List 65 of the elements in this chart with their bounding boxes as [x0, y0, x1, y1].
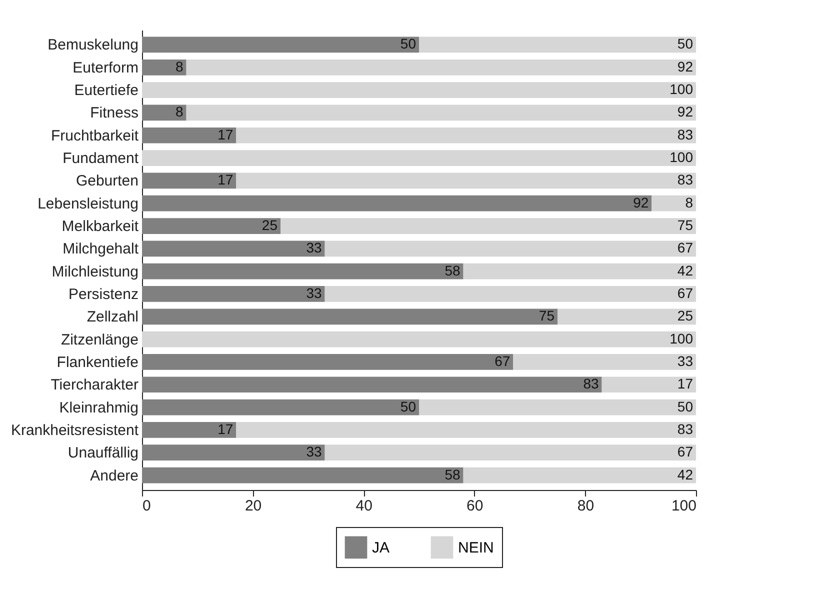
- data-label: 92: [633, 194, 649, 210]
- data-label: 50: [677, 398, 694, 414]
- x-tick-label: 80: [577, 498, 594, 514]
- data-label: 50: [400, 398, 416, 414]
- data-label: 100: [670, 149, 694, 166]
- y-tick-label: Kleinrahmig: [59, 399, 138, 416]
- x-tick-label: 20: [244, 498, 262, 514]
- data-label: 67: [494, 352, 510, 369]
- data-label: 75: [538, 308, 555, 324]
- data-label: 67: [677, 284, 694, 301]
- data-label: 58: [444, 262, 461, 278]
- data-label: 83: [677, 126, 694, 142]
- data-label: 92: [677, 58, 694, 74]
- data-label: 17: [218, 420, 234, 437]
- data-label: 33: [306, 240, 322, 256]
- data-label: 83: [677, 172, 694, 188]
- y-tick-label: Geburten: [76, 172, 138, 190]
- data-label: 50: [400, 36, 416, 52]
- y-tick-label: Bemuskelung: [48, 36, 138, 54]
- data-label: 83: [583, 376, 600, 392]
- data-label: 75: [677, 217, 694, 234]
- data-label: 25: [677, 308, 694, 324]
- data-label: 42: [677, 466, 694, 482]
- data-label: 58: [444, 466, 461, 482]
- data-label: 100: [670, 81, 694, 98]
- data-label: 17: [218, 172, 234, 188]
- y-tick-label: Zitzenlänge: [60, 331, 138, 348]
- legend-label: JA: [372, 539, 390, 556]
- y-tick-label: Persistenz: [68, 286, 138, 303]
- data-label: 33: [306, 444, 322, 460]
- data-label: 50: [677, 36, 694, 52]
- data-label: 17: [218, 126, 234, 142]
- data-label: 42: [677, 262, 694, 278]
- legend-label: NEIN: [458, 539, 494, 556]
- data-label: 92: [677, 104, 694, 120]
- y-tick-label: Euterform: [72, 59, 138, 76]
- y-tick-label: Unauffällig: [68, 444, 138, 462]
- y-tick-label: Melkbarkeit: [62, 218, 140, 236]
- y-tick-label: Andere: [90, 467, 138, 484]
- y-tick-label: Eutertiefe: [74, 82, 138, 100]
- data-label: 17: [677, 376, 694, 392]
- y-tick-label: Flankentiefe: [56, 354, 138, 371]
- data-label: 8: [685, 194, 694, 210]
- data-label: 33: [306, 284, 322, 301]
- data-label: 83: [677, 420, 694, 437]
- data-label: 8: [176, 104, 184, 120]
- x-tick-label: 0: [142, 498, 151, 514]
- data-label: 25: [262, 217, 278, 234]
- y-tick-label: Krankheitsresistent: [10, 422, 140, 439]
- y-tick-label: Zellzahl: [86, 308, 138, 326]
- y-tick-label: Milchleistung: [52, 263, 138, 280]
- y-tick-label: Fitness: [90, 104, 138, 122]
- y-tick-label: Fundament: [62, 150, 140, 168]
- x-tick-label: 60: [466, 498, 484, 514]
- x-tick-label: 100: [671, 498, 696, 514]
- data-label: 67: [677, 240, 694, 256]
- x-tick-label: 40: [356, 498, 372, 514]
- y-tick-label: Fruchtbarkeit: [50, 127, 140, 144]
- data-label: 100: [670, 330, 694, 346]
- y-tick-label: Tiercharakter: [50, 376, 138, 394]
- y-tick-label: Milchgehalt: [62, 240, 140, 258]
- data-label: 33: [677, 352, 694, 369]
- data-label: 8: [176, 58, 184, 74]
- data-label: 67: [677, 444, 694, 460]
- y-tick-label: Lebensleistung: [38, 195, 138, 212]
